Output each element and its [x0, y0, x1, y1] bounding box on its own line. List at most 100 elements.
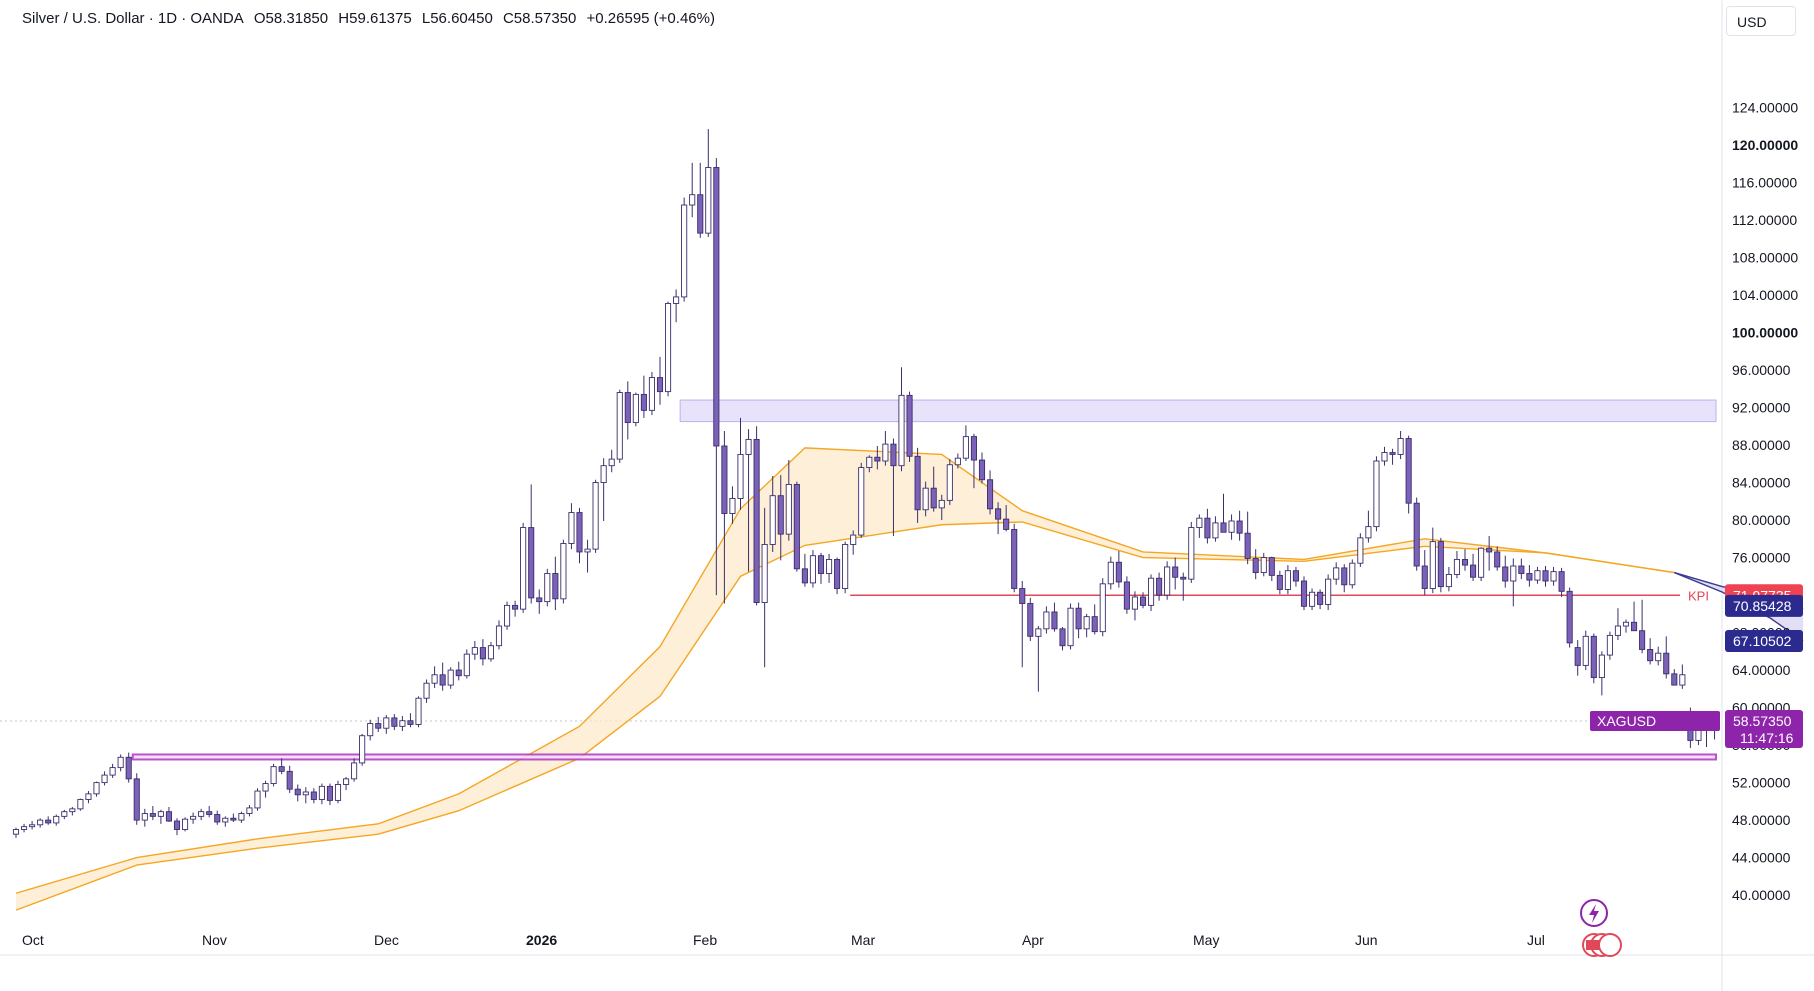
- x-tick-label: 2026: [526, 932, 557, 948]
- candle-body: [117, 756, 124, 769]
- candle: [1244, 511, 1251, 565]
- candle: [1188, 521, 1195, 583]
- candle: [1590, 633, 1597, 684]
- candle: [930, 466, 937, 512]
- candle: [1365, 510, 1372, 543]
- y-tick-label: 100.00000: [1732, 325, 1798, 341]
- candle: [1228, 514, 1235, 540]
- symbol-header: Silver / U.S. Dollar · 1D · OANDA O58.31…: [22, 10, 721, 27]
- candle-body: [286, 770, 293, 790]
- y-tick-label: 80.00000: [1732, 512, 1791, 528]
- candle: [1035, 626, 1042, 692]
- candle-body: [648, 377, 655, 411]
- candle-body: [1389, 452, 1396, 455]
- x-tick-label: Mar: [851, 932, 875, 948]
- candle-body: [214, 814, 221, 823]
- candle-body: [1622, 621, 1630, 627]
- candle: [1550, 566, 1557, 586]
- y-tick-label: 116.00000: [1732, 175, 1797, 191]
- candle: [1333, 562, 1340, 585]
- candle-body: [1317, 591, 1324, 605]
- candle-body: [77, 799, 84, 810]
- candle: [987, 470, 994, 515]
- open-value: O58.31850: [253, 10, 329, 27]
- candle: [616, 389, 623, 463]
- candle-body: [592, 482, 599, 550]
- candle: [777, 475, 784, 561]
- candle: [946, 459, 953, 506]
- candle-body: [399, 720, 406, 727]
- x-axis: Oct Nov Dec 2026 Feb Mar Apr May Jun Jul: [22, 932, 1545, 948]
- candle: [560, 539, 567, 604]
- candle: [874, 445, 881, 470]
- candle: [689, 162, 696, 218]
- low-value: L56.60450: [421, 10, 493, 27]
- candle: [1196, 514, 1203, 538]
- candle-body: [536, 597, 543, 603]
- candle-body: [1252, 558, 1259, 574]
- candle-body: [745, 438, 752, 455]
- candle: [978, 452, 986, 484]
- candle: [1397, 430, 1404, 460]
- axis-price-label: 67.10502: [1725, 629, 1803, 652]
- candle-body: [1003, 518, 1010, 530]
- candle: [1486, 536, 1493, 571]
- candle-body: [431, 674, 438, 684]
- candle-body: [962, 436, 969, 459]
- candle: [1630, 601, 1638, 632]
- candle: [962, 425, 969, 461]
- candle: [512, 600, 519, 617]
- currency-selector[interactable]: USD: [1726, 6, 1796, 36]
- candle-body: [1453, 558, 1460, 575]
- candle-body: [479, 647, 486, 660]
- candle-body: [310, 791, 317, 800]
- candle: [648, 371, 655, 416]
- candle-body: [1429, 541, 1436, 589]
- candle: [890, 438, 897, 537]
- candle-body: [785, 483, 792, 535]
- candle-body: [294, 788, 301, 796]
- candle: [1534, 566, 1541, 584]
- candle: [1647, 638, 1654, 665]
- candle: [608, 449, 615, 473]
- candle-body: [61, 811, 68, 817]
- candle-body: [455, 669, 462, 677]
- candle-body: [463, 653, 470, 677]
- candle-body: [238, 813, 245, 821]
- candle-body: [1590, 635, 1597, 679]
- candle-body: [528, 527, 535, 599]
- candle: [729, 486, 736, 524]
- candle: [1051, 602, 1058, 632]
- candle-body: [1325, 578, 1332, 605]
- candle-body: [85, 793, 92, 800]
- candle-body: [471, 647, 478, 655]
- candle-body: [1421, 565, 1428, 589]
- candle: [165, 806, 173, 822]
- candle: [1526, 565, 1533, 587]
- candle: [1325, 574, 1332, 611]
- candle: [101, 771, 108, 786]
- candle-body: [1308, 591, 1316, 607]
- candle-body: [1582, 635, 1589, 666]
- candle-body: [713, 167, 720, 447]
- candle-body: [101, 774, 108, 784]
- candle: [753, 426, 760, 606]
- candle: [254, 788, 261, 811]
- last-price-bg: [1725, 709, 1803, 748]
- candle: [463, 649, 470, 679]
- candle: [1043, 606, 1050, 634]
- candle: [439, 662, 446, 691]
- x-tick-label: Oct: [22, 932, 44, 948]
- candle: [504, 601, 511, 630]
- candle-body: [125, 756, 132, 780]
- candle-body: [415, 697, 422, 725]
- candle-body: [882, 443, 889, 462]
- candle-body: [1051, 611, 1058, 630]
- candle-body: [544, 573, 551, 603]
- candle-body: [1139, 596, 1147, 606]
- candle-body: [222, 817, 229, 823]
- candle-body: [1284, 570, 1291, 590]
- candle: [222, 816, 229, 827]
